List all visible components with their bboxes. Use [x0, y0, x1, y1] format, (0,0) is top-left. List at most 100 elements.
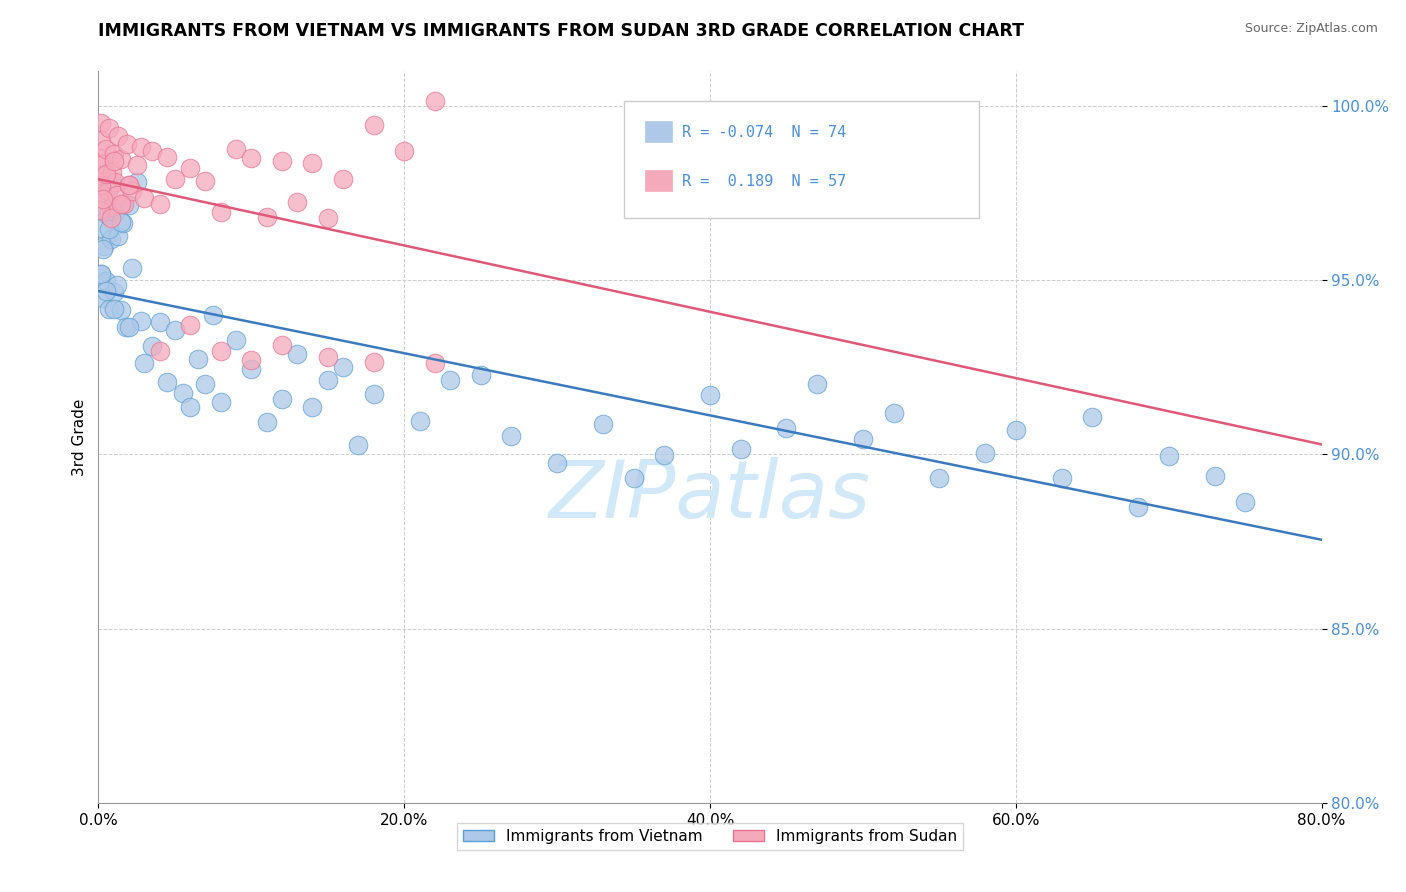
Point	[202, 308, 225, 322]
Point	[1081, 410, 1104, 425]
Text: Source: ZipAtlas.com: Source: ZipAtlas.com	[1244, 22, 1378, 36]
Point	[103, 154, 125, 169]
Point	[408, 413, 430, 427]
Point	[730, 442, 752, 457]
Point	[1004, 423, 1026, 437]
Point	[1234, 495, 1257, 509]
Point	[107, 128, 129, 143]
Point	[285, 347, 308, 361]
Point	[101, 165, 124, 179]
Point	[100, 200, 122, 214]
Point	[94, 167, 117, 181]
Point	[240, 362, 263, 376]
Point	[141, 144, 163, 158]
Point	[209, 344, 232, 359]
Point	[110, 215, 132, 229]
Point	[129, 314, 152, 328]
Y-axis label: 3rd Grade: 3rd Grade	[72, 399, 87, 475]
Point	[125, 174, 148, 188]
Point	[316, 374, 339, 388]
Point	[94, 142, 117, 156]
Point	[163, 172, 186, 186]
Point	[105, 188, 128, 202]
Point	[91, 192, 114, 206]
Point	[98, 221, 121, 235]
Point	[285, 194, 308, 209]
Point	[470, 368, 492, 383]
Point	[363, 355, 385, 369]
FancyBboxPatch shape	[624, 101, 979, 218]
Point	[270, 153, 294, 168]
Point	[104, 175, 127, 189]
Point	[775, 420, 797, 434]
Point	[240, 353, 263, 368]
Point	[974, 446, 997, 460]
Point	[149, 197, 172, 211]
Point	[852, 432, 875, 446]
Point	[100, 211, 122, 225]
Point	[107, 229, 129, 244]
Point	[423, 355, 446, 369]
Point	[439, 374, 461, 388]
Legend: Immigrants from Vietnam, Immigrants from Sudan: Immigrants from Vietnam, Immigrants from…	[457, 822, 963, 850]
Point	[93, 186, 115, 201]
Point	[652, 448, 675, 462]
Point	[104, 204, 127, 219]
Point	[179, 401, 201, 415]
Text: IMMIGRANTS FROM VIETNAM VS IMMIGRANTS FROM SUDAN 3RD GRADE CORRELATION CHART: IMMIGRANTS FROM VIETNAM VS IMMIGRANTS FR…	[98, 22, 1025, 40]
Point	[806, 376, 828, 391]
Point	[110, 197, 132, 211]
Point	[423, 95, 446, 109]
Point	[187, 352, 209, 367]
Point	[209, 395, 232, 409]
Point	[163, 323, 186, 337]
Text: ZIPatlas: ZIPatlas	[548, 457, 872, 534]
Point	[883, 406, 905, 420]
Point	[103, 302, 125, 317]
Point	[332, 171, 354, 186]
Point	[301, 401, 323, 415]
Point	[1204, 469, 1226, 483]
Point	[134, 356, 156, 370]
Point	[129, 139, 152, 153]
Point	[110, 302, 132, 317]
Point	[110, 152, 132, 166]
Point	[91, 291, 114, 305]
Point	[90, 178, 112, 193]
Point	[179, 318, 201, 332]
Point	[90, 267, 112, 281]
Point	[118, 320, 141, 334]
Text: R =  0.189  N = 57: R = 0.189 N = 57	[682, 174, 846, 188]
Point	[93, 192, 115, 206]
Point	[270, 338, 294, 352]
Bar	[645, 121, 672, 143]
Point	[149, 315, 172, 329]
Point	[98, 120, 121, 135]
Point	[256, 415, 278, 429]
Point	[172, 386, 194, 401]
Point	[94, 284, 117, 298]
Point	[103, 147, 125, 161]
Point	[105, 277, 128, 292]
Point	[94, 274, 117, 288]
Point	[90, 116, 112, 130]
Point	[240, 152, 263, 166]
Point	[111, 215, 134, 229]
Point	[316, 350, 339, 364]
Point	[225, 334, 247, 348]
Point	[91, 221, 114, 235]
Point	[225, 142, 247, 156]
Point	[101, 177, 124, 191]
Point	[118, 198, 141, 212]
Bar	[645, 170, 672, 191]
Point	[194, 376, 217, 391]
Point	[118, 178, 141, 192]
Point	[301, 155, 323, 169]
Point	[97, 184, 120, 198]
Point	[363, 386, 385, 401]
Point	[1157, 449, 1180, 463]
Point	[90, 267, 112, 281]
Point	[89, 196, 111, 211]
Point	[316, 211, 339, 225]
Point	[93, 239, 115, 253]
